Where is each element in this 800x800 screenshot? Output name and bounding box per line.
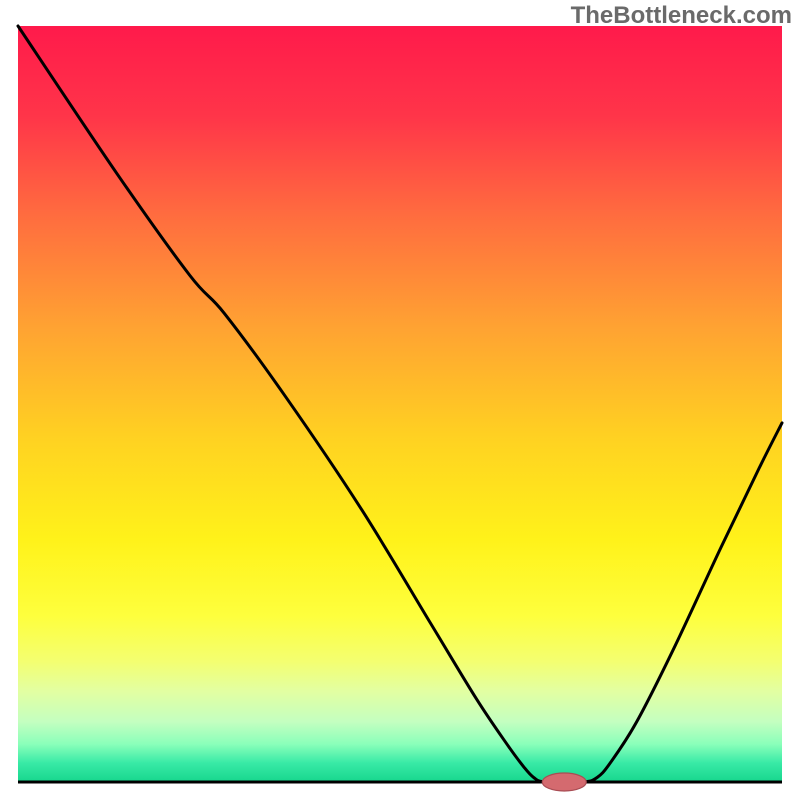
watermark-text: TheBottleneck.com [571, 2, 792, 30]
plot-background [18, 26, 782, 782]
chart-container: TheBottleneck.com [0, 0, 800, 800]
optimal-marker [542, 773, 586, 791]
bottleneck-chart [0, 0, 800, 800]
